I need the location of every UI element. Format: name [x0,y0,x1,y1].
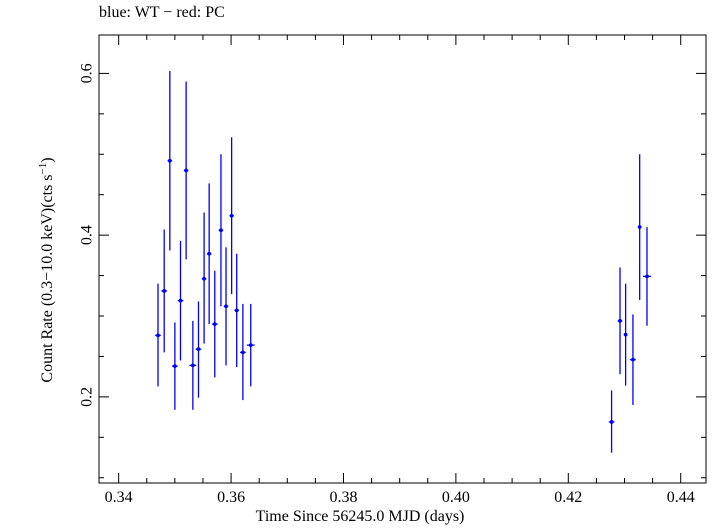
x-tick-label: 0.34 [105,489,133,506]
y-axis-label: Count Rate (0.3−10.0 keV)(cts s−1) [37,157,57,382]
data-point [630,314,636,405]
point-marker [618,318,622,323]
point-marker [190,363,195,368]
point-marker [234,308,239,313]
data-point [177,240,184,361]
point-marker [172,364,177,369]
data-point [155,283,161,387]
data-point [643,227,651,326]
x-tick-label: 0.40 [442,489,470,506]
y-tick-label: 0.2 [79,387,96,407]
point-marker [178,298,183,303]
data-point [623,283,628,386]
data-point [206,183,212,325]
x-axis-label: Time Since 56245.0 MJD (days) [255,508,465,525]
point-marker [637,225,642,229]
y-axis-label-superscript: −1 [36,162,49,175]
point-marker [623,332,628,337]
point-marker [240,350,245,355]
data-point [229,137,234,295]
y-axis-label-text: Count Rate (0.3−10.0 keV)(cts s [39,174,57,383]
data-point [189,320,197,410]
data-point [167,70,173,251]
data-point [172,322,178,410]
x-tick-label: 0.36 [217,489,245,506]
data-point [637,154,642,300]
point-marker [631,357,635,362]
data-point [240,303,246,401]
data-point [234,253,239,367]
data-point [211,270,218,378]
data-point [223,247,229,366]
data-points [155,70,651,453]
data-point [608,390,615,453]
data-point [195,301,202,398]
x-tick-label: 0.44 [667,489,695,506]
data-point [246,303,255,387]
point-marker [162,289,167,293]
data-point [617,267,623,375]
point-marker [248,343,253,348]
plot-frame [98,34,707,484]
y-tick-label: 0.4 [79,225,96,245]
data-point [201,212,207,344]
data-point [161,229,168,353]
point-marker [219,228,223,233]
axis-ticks [99,35,706,483]
point-marker [645,274,649,279]
point-marker [207,251,212,256]
point-marker [167,158,172,163]
point-marker [184,168,189,173]
x-tick-label: 0.38 [329,489,357,506]
point-marker [212,322,217,326]
y-axis-label-suffix: ) [39,157,57,163]
point-marker [202,276,207,281]
y-tick-label: 0.6 [79,63,96,83]
point-marker [609,420,614,424]
point-marker [196,347,201,352]
data-point [218,154,224,307]
chart-title: blue: WT − red: PC [99,4,225,21]
x-tick-label: 0.42 [554,489,582,506]
axis-tick-labels: 0.34 0.36 0.38 0.40 0.42 0.44 0.2 0.4 0.6 [79,63,695,506]
point-marker [224,304,228,309]
point-marker [156,333,160,338]
point-marker [229,213,234,218]
data-point [183,81,189,260]
